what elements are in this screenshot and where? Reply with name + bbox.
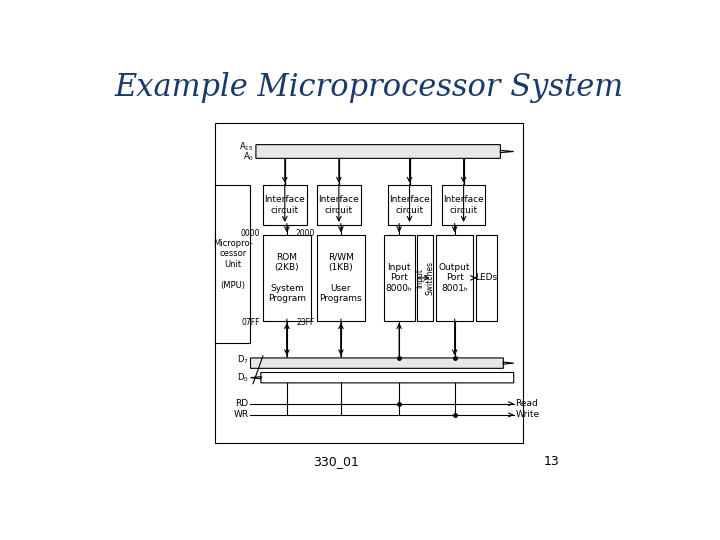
Bar	[263, 235, 311, 321]
Text: Input
Port
8000ₕ: Input Port 8000ₕ	[386, 263, 413, 293]
Bar	[215, 185, 251, 343]
Bar	[263, 185, 307, 225]
Text: 2000: 2000	[295, 229, 315, 238]
Text: WR: WR	[233, 410, 248, 420]
Bar	[215, 123, 523, 443]
Text: RD: RD	[235, 399, 248, 408]
Polygon shape	[256, 145, 513, 158]
Bar	[317, 235, 365, 321]
Text: Interface
circuit: Interface circuit	[318, 195, 359, 215]
Bar	[436, 235, 473, 321]
Text: 07FF: 07FF	[242, 318, 261, 327]
Text: Input
Switches: Input Switches	[415, 261, 434, 295]
Text: ROM
(2KB)

System
Program: ROM (2KB) System Program	[268, 253, 306, 303]
Bar	[384, 235, 415, 321]
Bar	[387, 185, 431, 225]
Text: Interface
circuit: Interface circuit	[390, 195, 430, 215]
Text: LEDs: LEDs	[476, 273, 498, 282]
Text: A$_0$: A$_0$	[243, 150, 254, 163]
Text: 0000: 0000	[241, 229, 261, 238]
Polygon shape	[251, 373, 513, 383]
Text: A$_{15}$: A$_{15}$	[239, 140, 254, 153]
Bar	[442, 185, 485, 225]
Text: 330_01: 330_01	[312, 455, 359, 468]
Polygon shape	[251, 358, 513, 368]
Text: D$_7$: D$_7$	[237, 354, 248, 366]
Text: 23FF: 23FF	[296, 318, 315, 327]
Text: D$_0$: D$_0$	[237, 372, 248, 384]
Text: Read: Read	[516, 399, 538, 408]
Bar	[317, 185, 361, 225]
Text: R/WM
(1KB)

User
Programs: R/WM (1KB) User Programs	[320, 253, 362, 303]
Text: Micropro-
cessor
Unit

(MPU): Micropro- cessor Unit (MPU)	[213, 239, 253, 289]
Text: Write: Write	[516, 410, 539, 420]
Text: Output
Port
8001ₕ: Output Port 8001ₕ	[439, 263, 470, 293]
Text: 13: 13	[544, 455, 560, 468]
Text: Example Microprocessor System: Example Microprocessor System	[114, 72, 624, 103]
Bar	[476, 235, 497, 321]
Text: Interface
circuit: Interface circuit	[444, 195, 484, 215]
Text: Interface
circuit: Interface circuit	[264, 195, 305, 215]
Bar	[417, 235, 433, 321]
